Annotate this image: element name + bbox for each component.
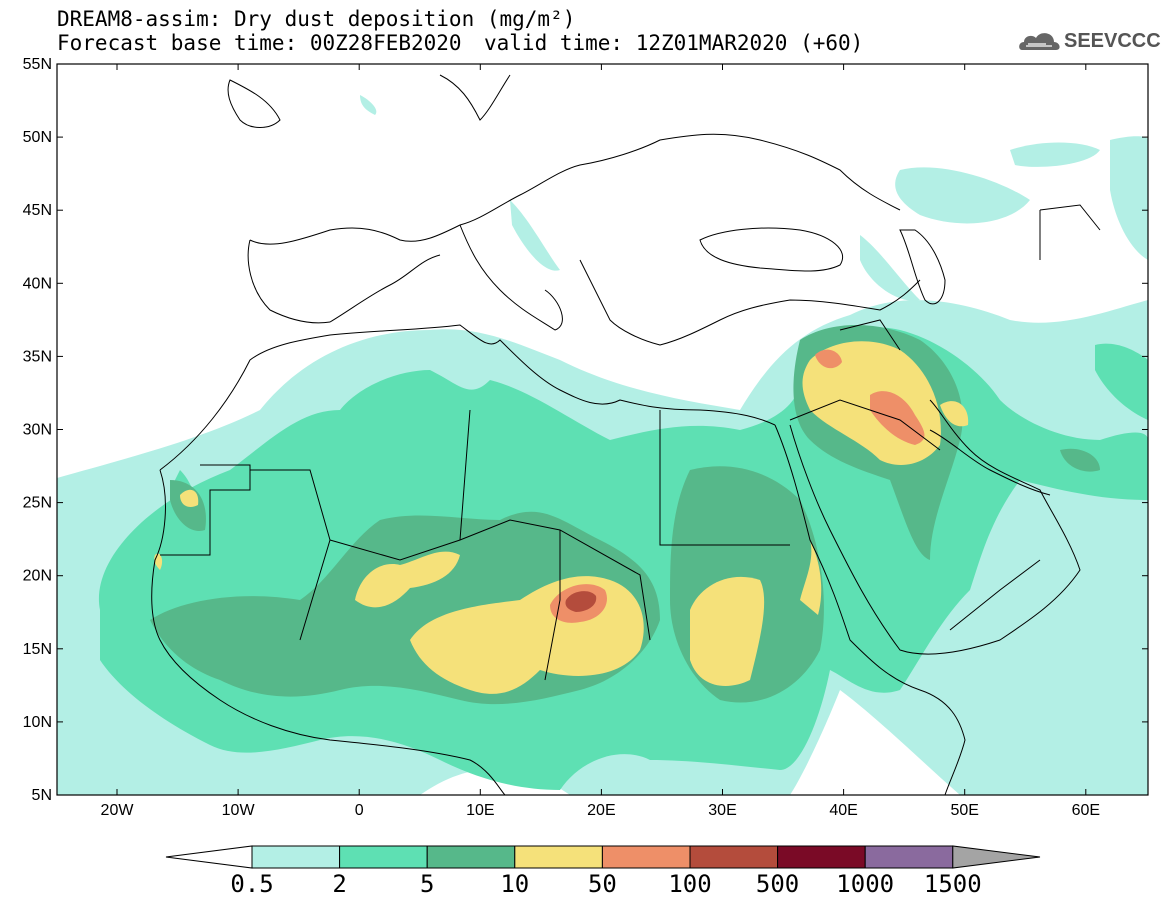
colorbar: 0.5 2 5 10 50 100 500 1000 1500: [165, 845, 1041, 898]
coastlines: [151, 74, 1101, 795]
deposition-level-6: [565, 591, 597, 612]
colorbar-swatch: [601, 845, 691, 869]
colorbar-swatch: [864, 845, 954, 869]
lon-label: 20W: [101, 802, 135, 819]
lon-label: 60E: [1072, 802, 1100, 819]
lat-label: 55N: [23, 56, 52, 73]
colorbar-swatch: [339, 845, 428, 869]
lat-label: 45N: [23, 202, 52, 219]
map-title: DREAM8-assim: Dry dust deposition (mg/m²…: [57, 7, 576, 31]
colorbar-label: 0.5: [230, 870, 273, 898]
colorbar-label: 1500: [924, 870, 982, 898]
lon-label: 0: [355, 802, 364, 819]
lon-label: 30E: [708, 802, 736, 819]
lat-label: 15N: [23, 641, 52, 658]
valid-time: valid time: 12Z01MAR2020 (+60): [484, 31, 864, 55]
lon-label: 20E: [587, 802, 615, 819]
colorbar-over-triangle: [952, 845, 1041, 869]
colorbar-label: 100: [668, 870, 711, 898]
lon-label: 40E: [829, 802, 857, 819]
longitude-axis: 20W 10W 0 10E 20E 30E 40E 50E 60E: [101, 64, 1100, 819]
colorbar-label: 2: [332, 870, 346, 898]
colorbar-under-triangle: [165, 845, 253, 869]
cloud-icon: [1019, 33, 1060, 50]
colorbar-swatch: [426, 845, 516, 869]
lat-label: 50N: [23, 129, 52, 146]
lat-label: 40N: [23, 275, 52, 292]
colorbar-label: 50: [588, 870, 617, 898]
colorbar-swatch: [777, 845, 866, 869]
colorbar-swatch: [689, 845, 779, 869]
colorbar-swatch: [251, 845, 341, 869]
lat-label: 25N: [23, 495, 52, 512]
logo-text: SEEVCCC: [1064, 30, 1161, 52]
colorbar-swatch: [514, 845, 603, 869]
lon-label: 10E: [466, 802, 494, 819]
colorbar-label: 1000: [836, 870, 894, 898]
dust-deposition-fields: [57, 95, 1148, 795]
lat-label: 5N: [32, 787, 52, 804]
lat-label: 30N: [23, 422, 52, 439]
colorbar-label: 10: [500, 870, 529, 898]
latitude-axis: 55N 50N 45N 40N 35N 30N 25N 20N 15N 10N 5N: [23, 56, 1148, 804]
lon-label: 50E: [950, 802, 978, 819]
lat-label: 35N: [23, 348, 52, 365]
lon-label: 10W: [222, 802, 256, 819]
forecast-base-time: Forecast base time: 00Z28FEB2020: [57, 31, 462, 55]
lat-label: 10N: [23, 714, 52, 731]
colorbar-label: 5: [420, 870, 434, 898]
lat-label: 20N: [23, 568, 52, 585]
colorbar-label: 500: [756, 870, 799, 898]
